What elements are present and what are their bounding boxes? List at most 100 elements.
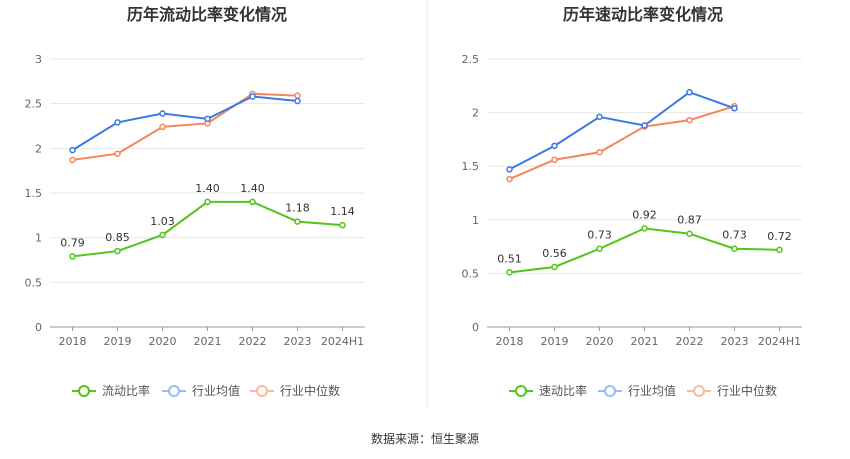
y-tick-label: 1.5: [25, 187, 43, 200]
data-point[interactable]: [159, 231, 166, 239]
y-tick-label: 1: [472, 214, 479, 227]
y-tick-label: 0: [35, 321, 42, 334]
data-point[interactable]: [776, 246, 783, 254]
y-tick-label: 1: [35, 232, 42, 245]
legend-item-industry-median[interactable]: 行业中位数: [687, 383, 777, 398]
x-tick-label: 2020: [586, 335, 614, 348]
data-point[interactable]: [596, 149, 603, 156]
data-label: 0.79: [60, 236, 85, 249]
x-tick-label: 2022: [676, 335, 704, 348]
legend-item-current-ratio[interactable]: 流动比率: [72, 383, 150, 398]
y-tick-label: 2: [35, 142, 42, 155]
data-label: 1.40: [240, 182, 265, 195]
legend-label: 行业均值: [192, 383, 240, 398]
x-tick-label: 2024H1: [321, 335, 364, 348]
data-point[interactable]: [249, 93, 256, 100]
y-tick-label: 0: [472, 321, 479, 334]
data-label: 0.56: [542, 247, 567, 260]
legend-label: 速动比率: [539, 383, 587, 398]
data-point[interactable]: [204, 115, 211, 123]
chart-title-quick-ratio: 历年速动比率变化情况: [563, 5, 723, 24]
x-tick-label: 2018: [496, 335, 524, 348]
data-point[interactable]: [114, 150, 121, 157]
x-tick-label: 2021: [631, 335, 659, 348]
y-tick-label: 2.5: [462, 53, 480, 66]
data-point[interactable]: [551, 142, 558, 150]
current-ratio-plot: 0 0.5 1 1.5 2 2.5 3 2018 2019 2020 2021 2022 2023 202…: [25, 53, 365, 348]
data-label: 0.72: [767, 230, 792, 243]
data-point[interactable]: [249, 198, 256, 206]
y-tick-label: 2: [472, 107, 479, 120]
data-point[interactable]: [641, 122, 648, 129]
data-point[interactable]: [596, 113, 603, 121]
y-tick-label: 0.5: [25, 276, 43, 289]
x-tick-label: 2019: [104, 335, 132, 348]
data-point[interactable]: [596, 245, 603, 252]
legend-label: 行业均值: [628, 383, 676, 398]
data-point[interactable]: [159, 110, 166, 117]
data-point[interactable]: [69, 253, 76, 260]
legend-current-ratio: 流动比率 行业均值 行业中位数: [72, 383, 340, 398]
x-tick-label: 2024H1: [758, 335, 801, 348]
series-line: [72, 92, 298, 161]
data-point[interactable]: [114, 119, 121, 126]
data-point[interactable]: [731, 105, 738, 112]
chart-title-current-ratio: 历年流动比率变化情况: [127, 5, 287, 24]
legend-item-quick-ratio[interactable]: 速动比率: [509, 383, 587, 398]
data-point[interactable]: [506, 166, 513, 173]
legend-marker-icon: [256, 385, 268, 397]
data-label: 0.85: [105, 231, 130, 244]
data-point[interactable]: [731, 245, 738, 252]
x-tick-label: 2018: [59, 335, 87, 348]
y-tick-label: 3: [35, 53, 42, 66]
legend-label: 行业中位数: [717, 383, 777, 398]
data-point[interactable]: [506, 175, 513, 183]
data-point[interactable]: [69, 156, 76, 164]
data-label: 1.40: [195, 182, 220, 195]
series-line: [509, 91, 735, 171]
x-tick-label: 2020: [149, 335, 177, 348]
legend-label: 流动比率: [102, 383, 150, 398]
data-point[interactable]: [159, 123, 166, 131]
y-tick-label: 1.5: [462, 160, 480, 173]
data-point[interactable]: [69, 146, 76, 154]
data-point[interactable]: [339, 221, 346, 229]
data-point[interactable]: [294, 92, 301, 99]
data-label: 0.92: [632, 208, 657, 221]
data-point[interactable]: [551, 156, 558, 164]
data-label: 1.14: [330, 205, 355, 218]
data-point[interactable]: [204, 198, 211, 206]
series-line: [509, 105, 735, 180]
x-tick-label: 2019: [541, 335, 569, 348]
legend-label: 行业中位数: [280, 383, 340, 398]
data-point[interactable]: [686, 88, 693, 96]
data-point[interactable]: [294, 218, 301, 225]
data-point[interactable]: [294, 97, 301, 105]
data-label: 0.87: [677, 214, 702, 227]
x-tick-label: 2022: [239, 335, 267, 348]
legend-marker-icon: [604, 385, 616, 397]
data-label: 0.73: [722, 229, 747, 242]
data-point[interactable]: [641, 225, 648, 232]
legend-item-industry-mean[interactable]: 行业均值: [162, 383, 240, 398]
data-source-note: 数据来源：恒生聚源: [371, 431, 479, 446]
data-point[interactable]: [686, 230, 693, 237]
data-point[interactable]: [686, 116, 693, 124]
legend-quick-ratio: 速动比率 行业均值 行业中位数: [509, 383, 777, 398]
x-tick-label: 2023: [721, 335, 749, 348]
data-point[interactable]: [114, 247, 121, 255]
data-point[interactable]: [551, 263, 558, 271]
x-tick-label: 2023: [284, 335, 312, 348]
legend-marker-icon: [693, 385, 705, 397]
data-label: 1.18: [285, 202, 310, 215]
current-ratio-panel: 历年流动比率变化情况 0 0.5 1 1.5 2 2.5 3 2018 2019 2020 2021…: [25, 5, 365, 398]
data-label: 1.03: [150, 215, 175, 228]
data-point[interactable]: [506, 269, 513, 276]
legend-marker-icon: [168, 385, 180, 397]
data-label: 0.73: [587, 229, 612, 242]
legend-item-industry-median[interactable]: 行业中位数: [250, 383, 340, 398]
legend-item-industry-mean[interactable]: 行业均值: [598, 383, 676, 398]
